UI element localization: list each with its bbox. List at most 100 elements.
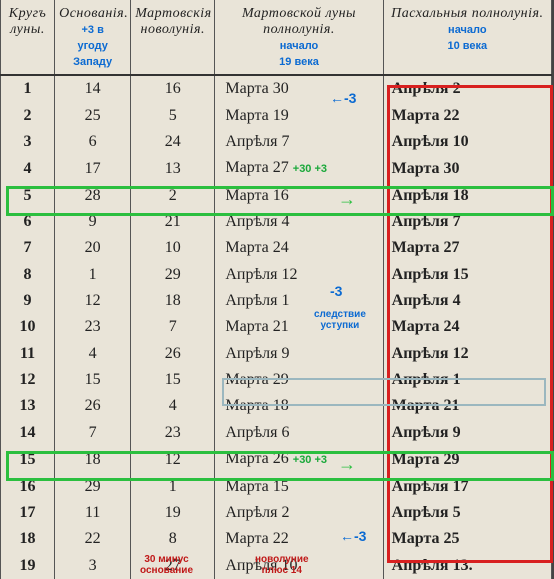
ann-c1-1: +3 в bbox=[81, 24, 103, 36]
cell-full: Апрѣля 12 bbox=[215, 262, 383, 288]
cell-os: 12 bbox=[55, 288, 131, 314]
cell-paschal: Апрѣля 2 bbox=[383, 75, 551, 102]
cell-nov: 8 bbox=[131, 526, 215, 552]
hdr-paschal-text: Пасхальныя полнолунія. bbox=[388, 6, 547, 22]
hdr-paschal: Пасхальныя полнолунія. начало 10 века bbox=[383, 0, 551, 75]
table-row: 14723Апрѣля 6Апрѣля 9 bbox=[1, 420, 552, 446]
hdr-full: Мартовской луны полнолунія. начало 19 ве… bbox=[215, 0, 383, 75]
cell-os: 15 bbox=[55, 367, 131, 393]
cell-paschal: Апрѣля 4 bbox=[383, 288, 551, 314]
cell-n: 13 bbox=[1, 393, 55, 419]
table-row: 10237Марта 21Марта 24 bbox=[1, 314, 552, 340]
cell-os: 20 bbox=[55, 235, 131, 261]
table-row: 41713Марта 27 +30 +3Марта 30 bbox=[1, 155, 552, 182]
cell-nov: 21 bbox=[131, 209, 215, 235]
note-sledstvie: следствиеуступки bbox=[314, 309, 366, 331]
table-row: 11426Апрѣля 9Апрѣля 12 bbox=[1, 341, 552, 367]
cell-n: 9 bbox=[1, 288, 55, 314]
cell-nov: 1 bbox=[131, 473, 215, 499]
cell-nov: 23 bbox=[131, 420, 215, 446]
hdr-osnov-text: Основанія. bbox=[59, 6, 126, 22]
cell-paschal: Марта 25 bbox=[383, 526, 551, 552]
cell-paschal: Апрѣля 15 bbox=[383, 262, 551, 288]
hdr-novol-text: Мартовскія новолунія. bbox=[135, 6, 210, 38]
cell-nov: 16 bbox=[131, 75, 215, 102]
cell-paschal: Марта 29 bbox=[383, 446, 551, 473]
ann-c3-1: начало bbox=[280, 40, 319, 52]
cell-full: Марта 19 bbox=[215, 102, 383, 128]
cell-os: 28 bbox=[55, 183, 131, 209]
cell-os: 25 bbox=[55, 102, 131, 128]
cell-nov: 26 bbox=[131, 341, 215, 367]
cell-n: 6 bbox=[1, 209, 55, 235]
cell-full: Апрѣля 9 bbox=[215, 341, 383, 367]
cell-nov: 12 bbox=[131, 446, 215, 473]
cell-nov: 13 bbox=[131, 155, 215, 182]
table-row: 72010Марта 24Марта 27 bbox=[1, 235, 552, 261]
cell-n: 12 bbox=[1, 367, 55, 393]
hdr-novol: Мартовскія новолунія. bbox=[131, 0, 215, 75]
cell-nov: 24 bbox=[131, 129, 215, 155]
hdr-osnov: Основанія. +3 в угоду Западу bbox=[55, 0, 131, 75]
cell-paschal: Апрѣля 7 bbox=[383, 209, 551, 235]
cell-os: 23 bbox=[55, 314, 131, 340]
table-row: 171119Апрѣля 2Апрѣля 5 bbox=[1, 500, 552, 526]
cell-full: Марта 26 +30 +3 bbox=[215, 446, 383, 473]
cell-n: 1 bbox=[1, 75, 55, 102]
cell-paschal: Апрѣля 5 bbox=[383, 500, 551, 526]
ann-c3-2: 19 века bbox=[279, 56, 319, 68]
cell-full: Марта 15 bbox=[215, 473, 383, 499]
cell-paschal: Апрѣля 9 bbox=[383, 420, 551, 446]
cell-os: 6 bbox=[55, 129, 131, 155]
cell-full: Апрѣля 2 bbox=[215, 500, 383, 526]
cell-paschal: Апрѣля 13. bbox=[383, 552, 551, 579]
table-row: 11416Марта 30Апрѣля 2 bbox=[1, 75, 552, 102]
cell-n: 8 bbox=[1, 262, 55, 288]
cell-paschal: Апрѣля 18 bbox=[383, 183, 551, 209]
table-row: 2255Марта 19Марта 22 bbox=[1, 102, 552, 128]
lunar-table: Кругъ луны. Основанія. +3 в угоду Западу… bbox=[0, 0, 552, 579]
hdr-full-text: Мартовской луны полнолунія. bbox=[219, 6, 378, 38]
cell-os: 7 bbox=[55, 420, 131, 446]
cell-os: 18 bbox=[55, 446, 131, 473]
arrow-minus3-r1: ←-3 bbox=[330, 90, 356, 106]
cell-os: 1 bbox=[55, 262, 131, 288]
cell-n: 10 bbox=[1, 314, 55, 340]
arrow-minus3-r19: ←-3 bbox=[340, 528, 366, 544]
cell-n: 2 bbox=[1, 102, 55, 128]
hdr-krug-text: Кругъ луны. bbox=[5, 6, 50, 38]
header-row: Кругъ луны. Основанія. +3 в угоду Западу… bbox=[1, 0, 552, 75]
cell-paschal: Апрѣля 10 bbox=[383, 129, 551, 155]
table-row: 91218Апрѣля 1Апрѣля 4 bbox=[1, 288, 552, 314]
arrow-green-r16: → bbox=[338, 454, 356, 475]
cell-n: 17 bbox=[1, 500, 55, 526]
cell-paschal: Марта 22 bbox=[383, 102, 551, 128]
ann-c1-2: угоду bbox=[77, 40, 107, 52]
cell-nov: 4 bbox=[131, 393, 215, 419]
cell-os: 9 bbox=[55, 209, 131, 235]
cell-full: Марта 18 bbox=[215, 393, 383, 419]
cell-nov: 29 bbox=[131, 262, 215, 288]
cell-os: 17 bbox=[55, 155, 131, 182]
cell-nov: 19 bbox=[131, 500, 215, 526]
cell-nov: 2 bbox=[131, 183, 215, 209]
cell-n: 5 bbox=[1, 183, 55, 209]
cell-paschal: Марта 30 bbox=[383, 155, 551, 182]
foot-red-2: новолуниеплюс 14 bbox=[255, 554, 309, 576]
cell-nov: 18 bbox=[131, 288, 215, 314]
cell-os: 26 bbox=[55, 393, 131, 419]
table-row: 5282Марта 16Апрѣля 18 bbox=[1, 183, 552, 209]
cell-paschal: Апрѣля 12 bbox=[383, 341, 551, 367]
cell-n: 11 bbox=[1, 341, 55, 367]
arrow-minus3-r9: -3 bbox=[330, 283, 342, 299]
cell-n: 19 bbox=[1, 552, 55, 579]
cell-nov: 15 bbox=[131, 367, 215, 393]
cell-nov: 7 bbox=[131, 314, 215, 340]
cell-n: 7 bbox=[1, 235, 55, 261]
table-row: 16291Марта 15Апрѣля 17 bbox=[1, 473, 552, 499]
cell-paschal: Марта 24 bbox=[383, 314, 551, 340]
ann-c1-3: Западу bbox=[73, 56, 112, 68]
arrow-green-r5: → bbox=[338, 189, 356, 210]
cell-n: 15 bbox=[1, 446, 55, 473]
cell-n: 18 bbox=[1, 526, 55, 552]
